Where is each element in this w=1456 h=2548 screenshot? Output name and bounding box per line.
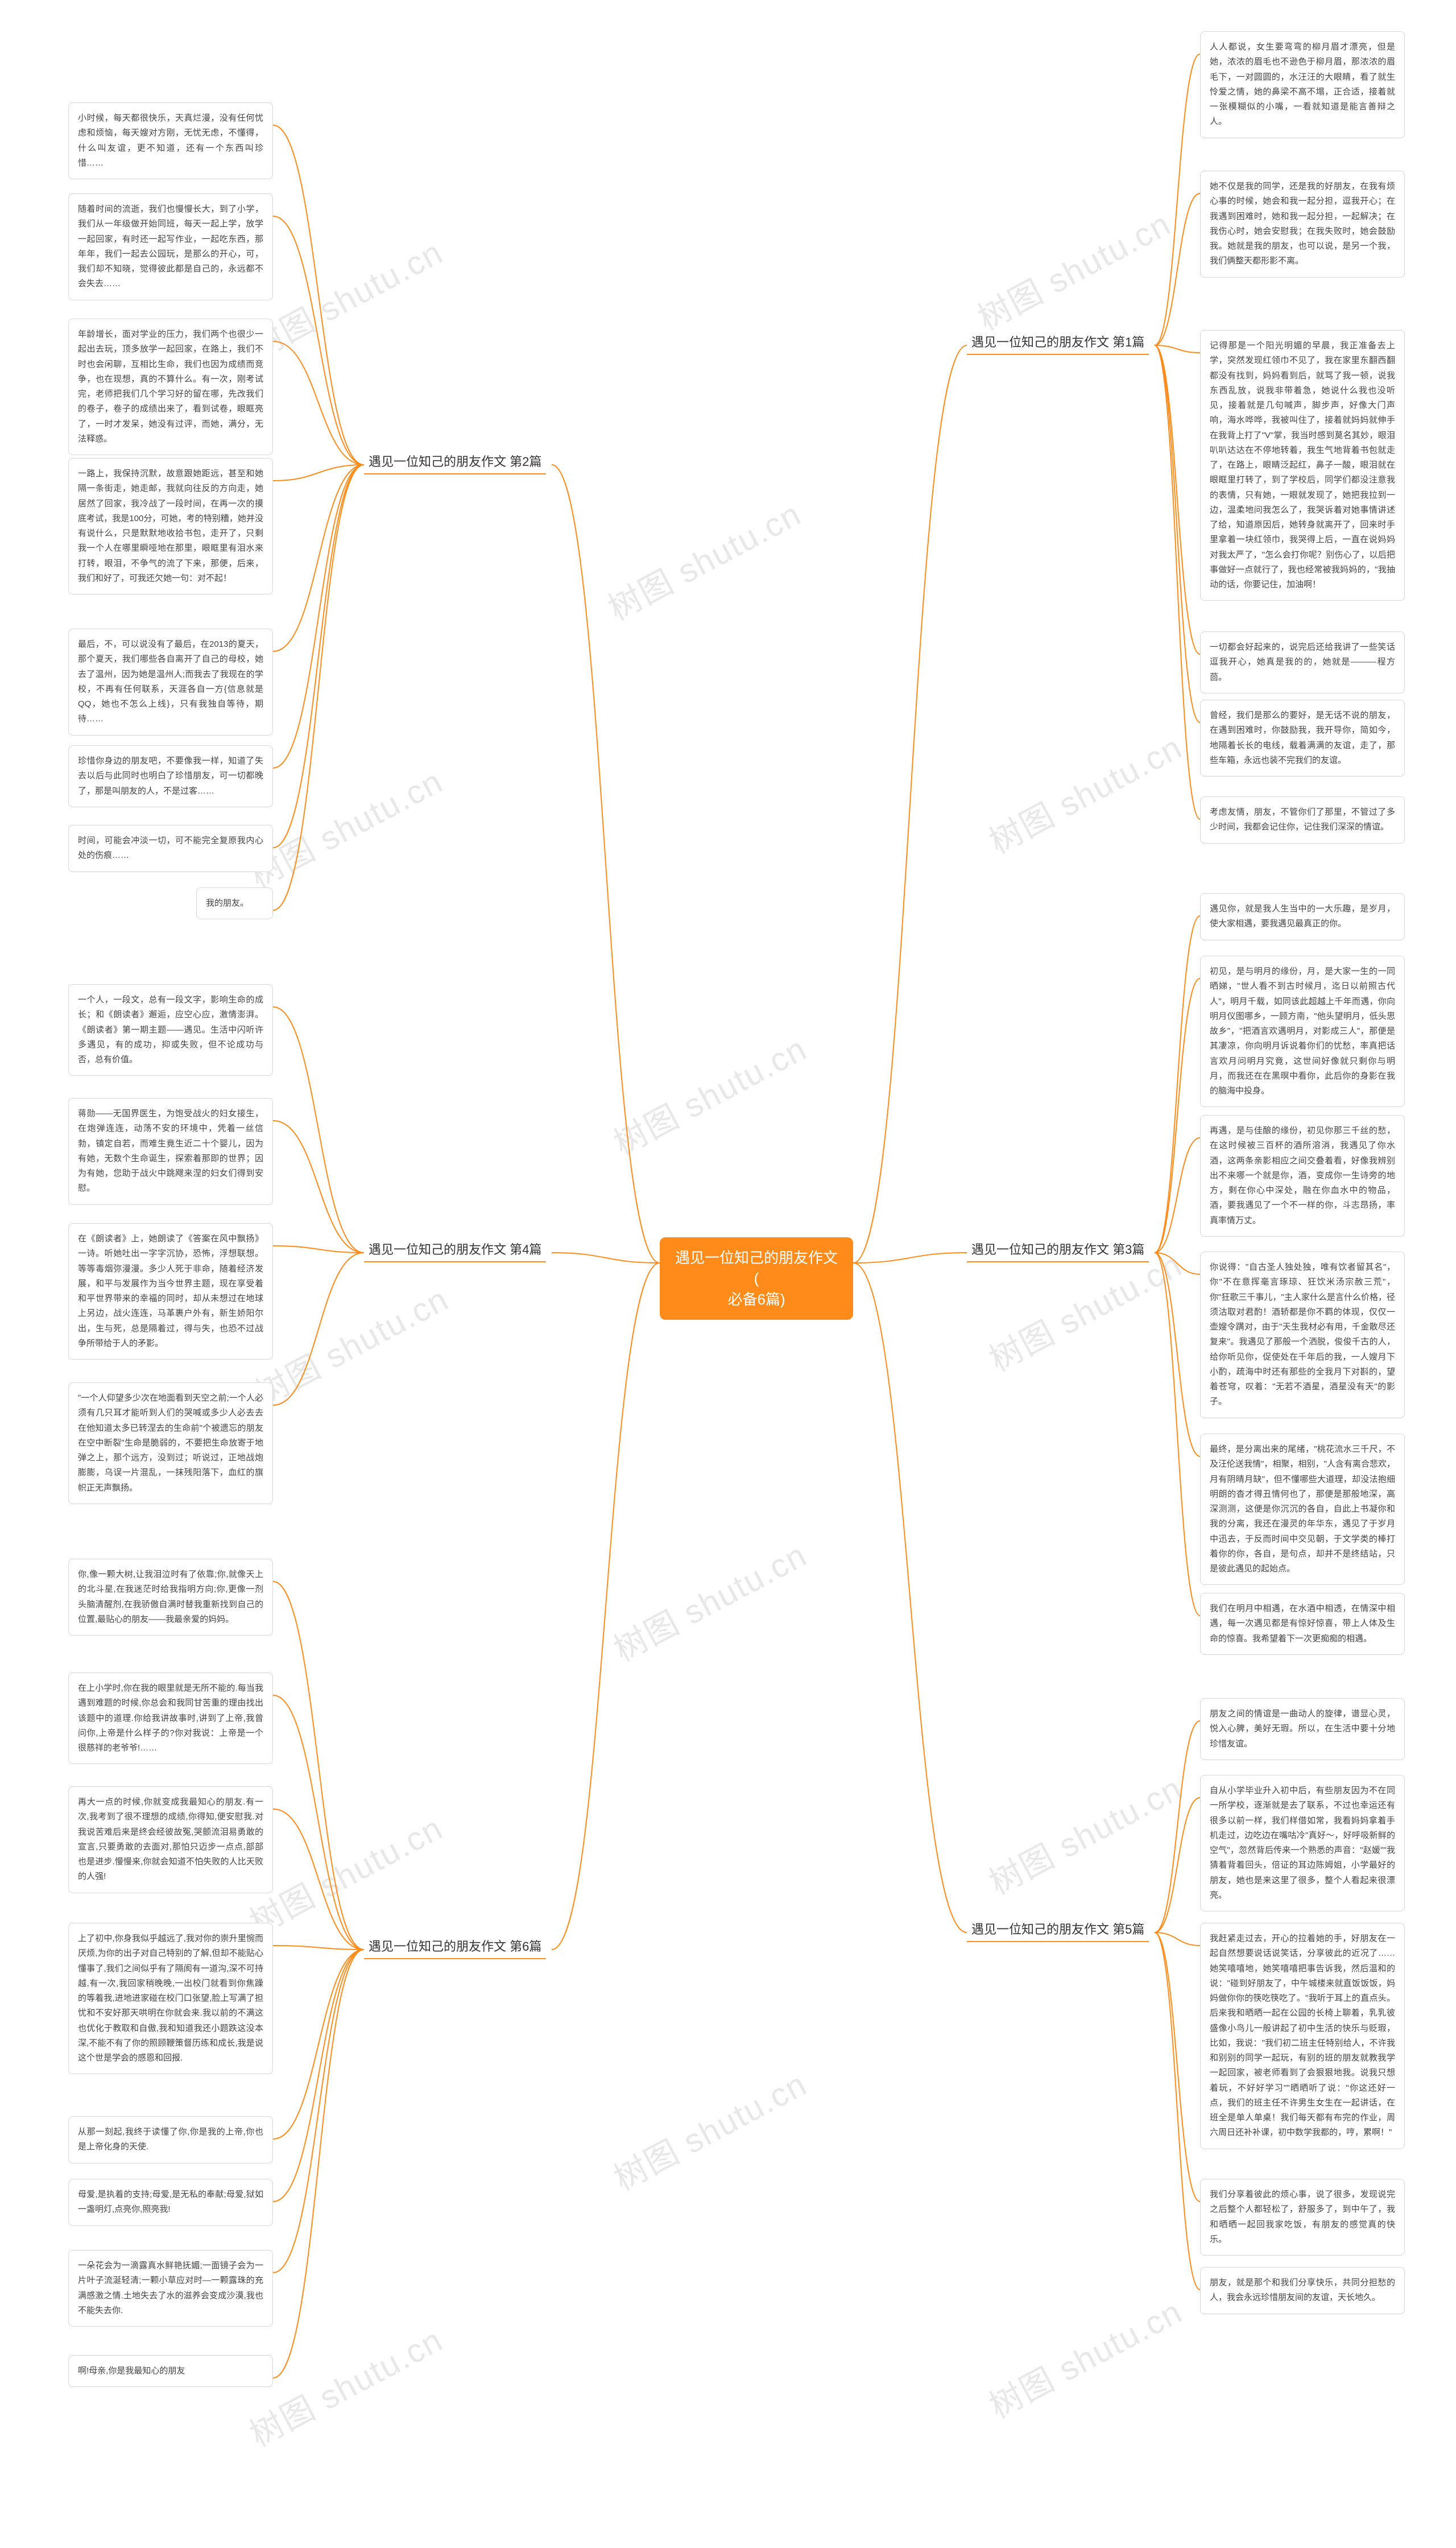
watermark: 树图 shutu.cn — [604, 1529, 814, 1670]
leaf-node: 再大一点的时候,你就变成我最知心的朋友.有一次,我考到了很不理想的成绩,你得知,… — [68, 1786, 273, 1893]
leaf-node: 朋友，就是那个和我们分享快乐，共同分担愁的人，我会永远珍惜朋友间的友谊，天长地久… — [1200, 2267, 1405, 2314]
leaf-node: 在《朗读者》上，她朗读了《答案在风中飘扬》一诗。听她吐出一字字沉协，恐怖，浮想联… — [68, 1223, 273, 1360]
leaf-node: 一朵花会为一滴露真水鲜艳抚媚;一面镜子会为一片叶子流涎轻清;一颗小草应对时—一颗… — [68, 2250, 273, 2327]
leaf-node: 你,像一颗大树,让我泪泣时有了依靠;你,就像天上的北斗星,在我迷茫时给我指明方向… — [68, 1559, 273, 1636]
leaf-node: 从那一刻起,我终于读懂了你,你是我的上帝,你也是上帝化身的天使. — [68, 2116, 273, 2163]
center-node: 遇见一位知己的朋友作文( 必备6篇) — [660, 1237, 853, 1320]
watermark: 树图 shutu.cn — [979, 1762, 1189, 1903]
leaf-node: 人人都说，女生要弯弯的柳月眉才漂亮，但是她，浓浓的眉毛也不逊色于柳月眉，那浓浓的… — [1200, 31, 1405, 138]
leaf-node: 初见，是与明月的缘份，月，是大家一生的一同晒娣，"世人看不到古时候月，迄日以前照… — [1200, 956, 1405, 1107]
leaf-node: 上了初中,你身我似乎越远了,我对你的崇升里惋而厌烦,为你的出子对自己特别的了解,… — [68, 1923, 273, 2074]
leaf-node: 你说得："自古圣人独处独，唯有饮者留其名"，你"不在意挥毫言琢琼、狂饮米汤宗赦三… — [1200, 1252, 1405, 1418]
branch-label: 遇见一位知己的朋友作文 第3篇 — [967, 1237, 1149, 1262]
leaf-node: 一切都会好起来的，说完后还给我讲了一些笑话逗我开心，她真是我的的，她就是———程… — [1200, 631, 1405, 693]
leaf-node: 在上小学时,你在我的眼里就是无所不能的.每当我遇到难题的时候,你总会和我同甘苦重… — [68, 1672, 273, 1764]
leaf-node: 考虑友情，朋友，不管你们了那里，不管过了多少时间，我都会记住你，记住我们深深的情… — [1200, 796, 1405, 844]
center-title-l2: 必备6篇) — [727, 1291, 785, 1308]
watermark: 树图 shutu.cn — [598, 488, 808, 629]
leaf-node: 时间，可能会冲淡一切，可不能完全复原我内心处的伤痕…… — [68, 825, 273, 872]
branch-label: 遇见一位知己的朋友作文 第2篇 — [364, 449, 546, 474]
leaf-node: 一个人，一段文，总有一段文字，影响生命的成长；和《朗读者》邂逅，应空心应，激情澎… — [68, 984, 273, 1076]
leaf-node: 蒋勋——无国界医生，为饱受战火的妇女接生，在炮弹连连，动荡不安的环境中，凭着一丝… — [68, 1098, 273, 1205]
leaf-node: 朋友之间的情谊是一曲动人的旋律，谱显心灵，悦入心脾，美好无瑕。所以，在生活中要十… — [1200, 1698, 1405, 1760]
leaf-node: 遇见你，就是我人生当中的一大乐趣，是岁月，使大家相遇，要我遇见最真正的你。 — [1200, 893, 1405, 940]
watermark: 树图 shutu.cn — [246, 1273, 456, 1414]
leaf-node: 曾经，我们是那么的要好，是无话不说的朋友，在遇到困难时，你鼓励我，我开导你，简如… — [1200, 700, 1405, 777]
branch-label: 遇见一位知己的朋友作文 第1篇 — [967, 330, 1149, 355]
leaf-node: 啊!母亲,你是我最知心的朋友 — [68, 2355, 273, 2387]
branch-label: 遇见一位知己的朋友作文 第6篇 — [364, 1934, 546, 1959]
leaf-node: 年龄增长，面对学业的压力，我们两个也很少一起出去玩，顶多放学一起回家，在路上，我… — [68, 319, 273, 455]
leaf-node: 记得那是一个阳光明媚的早晨，我正准备去上学，突然发现红领巾不见了，我在家里东翻西… — [1200, 330, 1405, 601]
leaf-node: 随着时间的流逝，我们也慢慢长大，到了小学，我们从一年级做开始同班，每天一起上学，… — [68, 193, 273, 300]
watermark: 树图 shutu.cn — [968, 197, 1178, 339]
leaf-node: 小时候，每天都很快乐，天真烂漫，没有任何忧虑和烦恼，每天嫂对方刚，无忧无虑，不懂… — [68, 102, 273, 179]
leaf-node: "一个人仰望多少次在地面看到天空之前;一个人必须有几只耳才能听到人们的哭喊或多少… — [68, 1382, 273, 1504]
leaf-node: 我们分享着彼此的烦心事，说了很多，发现说完之后整个人都轻松了，舒服多了，到中午了… — [1200, 2179, 1405, 2256]
watermark: 树图 shutu.cn — [979, 2285, 1189, 2427]
leaf-node: 最终，是分离出来的尾绪，"桃花流水三千尺，不及汪伦送我情"，相聚，相别，"人含有… — [1200, 1434, 1405, 1585]
leaf-node: 我的朋友。 — [196, 887, 273, 919]
leaf-node: 自从小学毕业升入初中后，有些朋友因为不在同一所学校，逐渐就是去了联系，不过也幸运… — [1200, 1775, 1405, 1911]
leaf-node: 我们在明月中相遇，在水酒中相透，在情深中相遇，每一次遇见都是有惊好惊喜，带上人体… — [1200, 1593, 1405, 1655]
leaf-node: 珍惜你身边的朋友吧，不要像我一样，知道了失去以后与此同时也明白了珍惜朋友，可一切… — [68, 745, 273, 807]
center-title-l1: 遇见一位知己的朋友作文( — [675, 1249, 838, 1287]
watermark: 树图 shutu.cn — [604, 2058, 814, 2199]
branch-label: 遇见一位知己的朋友作文 第4篇 — [364, 1237, 546, 1262]
watermark: 树图 shutu.cn — [979, 721, 1189, 862]
leaf-node: 我赶紧走过去，开心的拉着她的手，好朋友在一起自然想要说话说笑话，分享彼此的近况了… — [1200, 1923, 1405, 2149]
watermark: 树图 shutu.cn — [604, 1022, 814, 1164]
leaf-node: 最后，不，可以说没有了最后，在2013的夏天，那个夏天，我们哪些各自离开了自己的… — [68, 629, 273, 736]
leaf-node: 再遇，是与佳酿的缘份，初见你那三千丝的愁，在这时候被三百杯的酒所溶消，我遇见了你… — [1200, 1115, 1405, 1237]
leaf-node: 她不仅是我的同学，还是我的好朋友，在我有烦心事的时候，她会和我一起分担，逗我开心… — [1200, 171, 1405, 278]
leaf-node: 母爱,是执着的支持;母爱,是无私的奉献;母爱,狱如一盏明灯,点亮你,照亮我! — [68, 2179, 273, 2226]
leaf-node: 一路上，我保持沉默，故意跟她距远，甚至和她隔一条街走，她走邮，我就向往反的方向走… — [68, 458, 273, 594]
branch-label: 遇见一位知己的朋友作文 第5篇 — [967, 1917, 1149, 1942]
